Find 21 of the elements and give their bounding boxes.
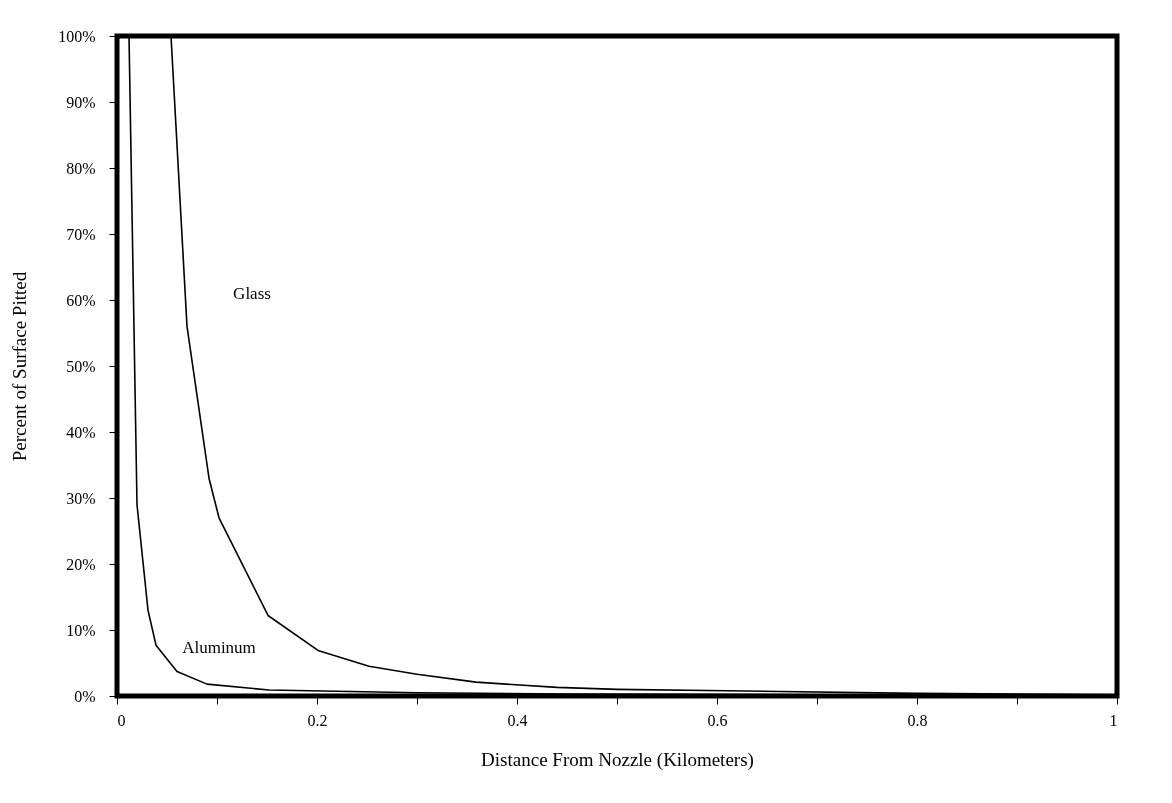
y-axis-title: Percent of Surface Pitted bbox=[9, 271, 31, 462]
y-tick-label: 0% bbox=[74, 687, 96, 705]
y-tick-label: 40% bbox=[66, 423, 96, 441]
x-tick-label: 0.4 bbox=[507, 711, 528, 729]
y-tick-label: 30% bbox=[66, 489, 96, 507]
y-tick-label: 100% bbox=[58, 27, 96, 45]
y-tick-label: 20% bbox=[66, 555, 96, 573]
x-tick-label: 0.8 bbox=[907, 711, 928, 729]
annotation: Glass bbox=[233, 284, 271, 303]
annotation: Aluminum bbox=[182, 638, 256, 657]
x-tick-label: 0 bbox=[117, 711, 126, 729]
y-tick-label: 90% bbox=[66, 93, 96, 111]
y-tick-label: 10% bbox=[66, 621, 96, 639]
x-tick-label: 1 bbox=[1109, 711, 1118, 729]
y-tick-label: 50% bbox=[66, 357, 96, 375]
x-tick-label: 0.6 bbox=[707, 711, 728, 729]
y-tick-label: 70% bbox=[66, 225, 96, 243]
y-tick-label: 80% bbox=[66, 159, 96, 177]
x-tick-label: 0.2 bbox=[307, 711, 328, 729]
y-tick-label: 60% bbox=[66, 291, 96, 309]
x-axis-title: Distance From Nozzle (Kilometers) bbox=[481, 748, 754, 771]
